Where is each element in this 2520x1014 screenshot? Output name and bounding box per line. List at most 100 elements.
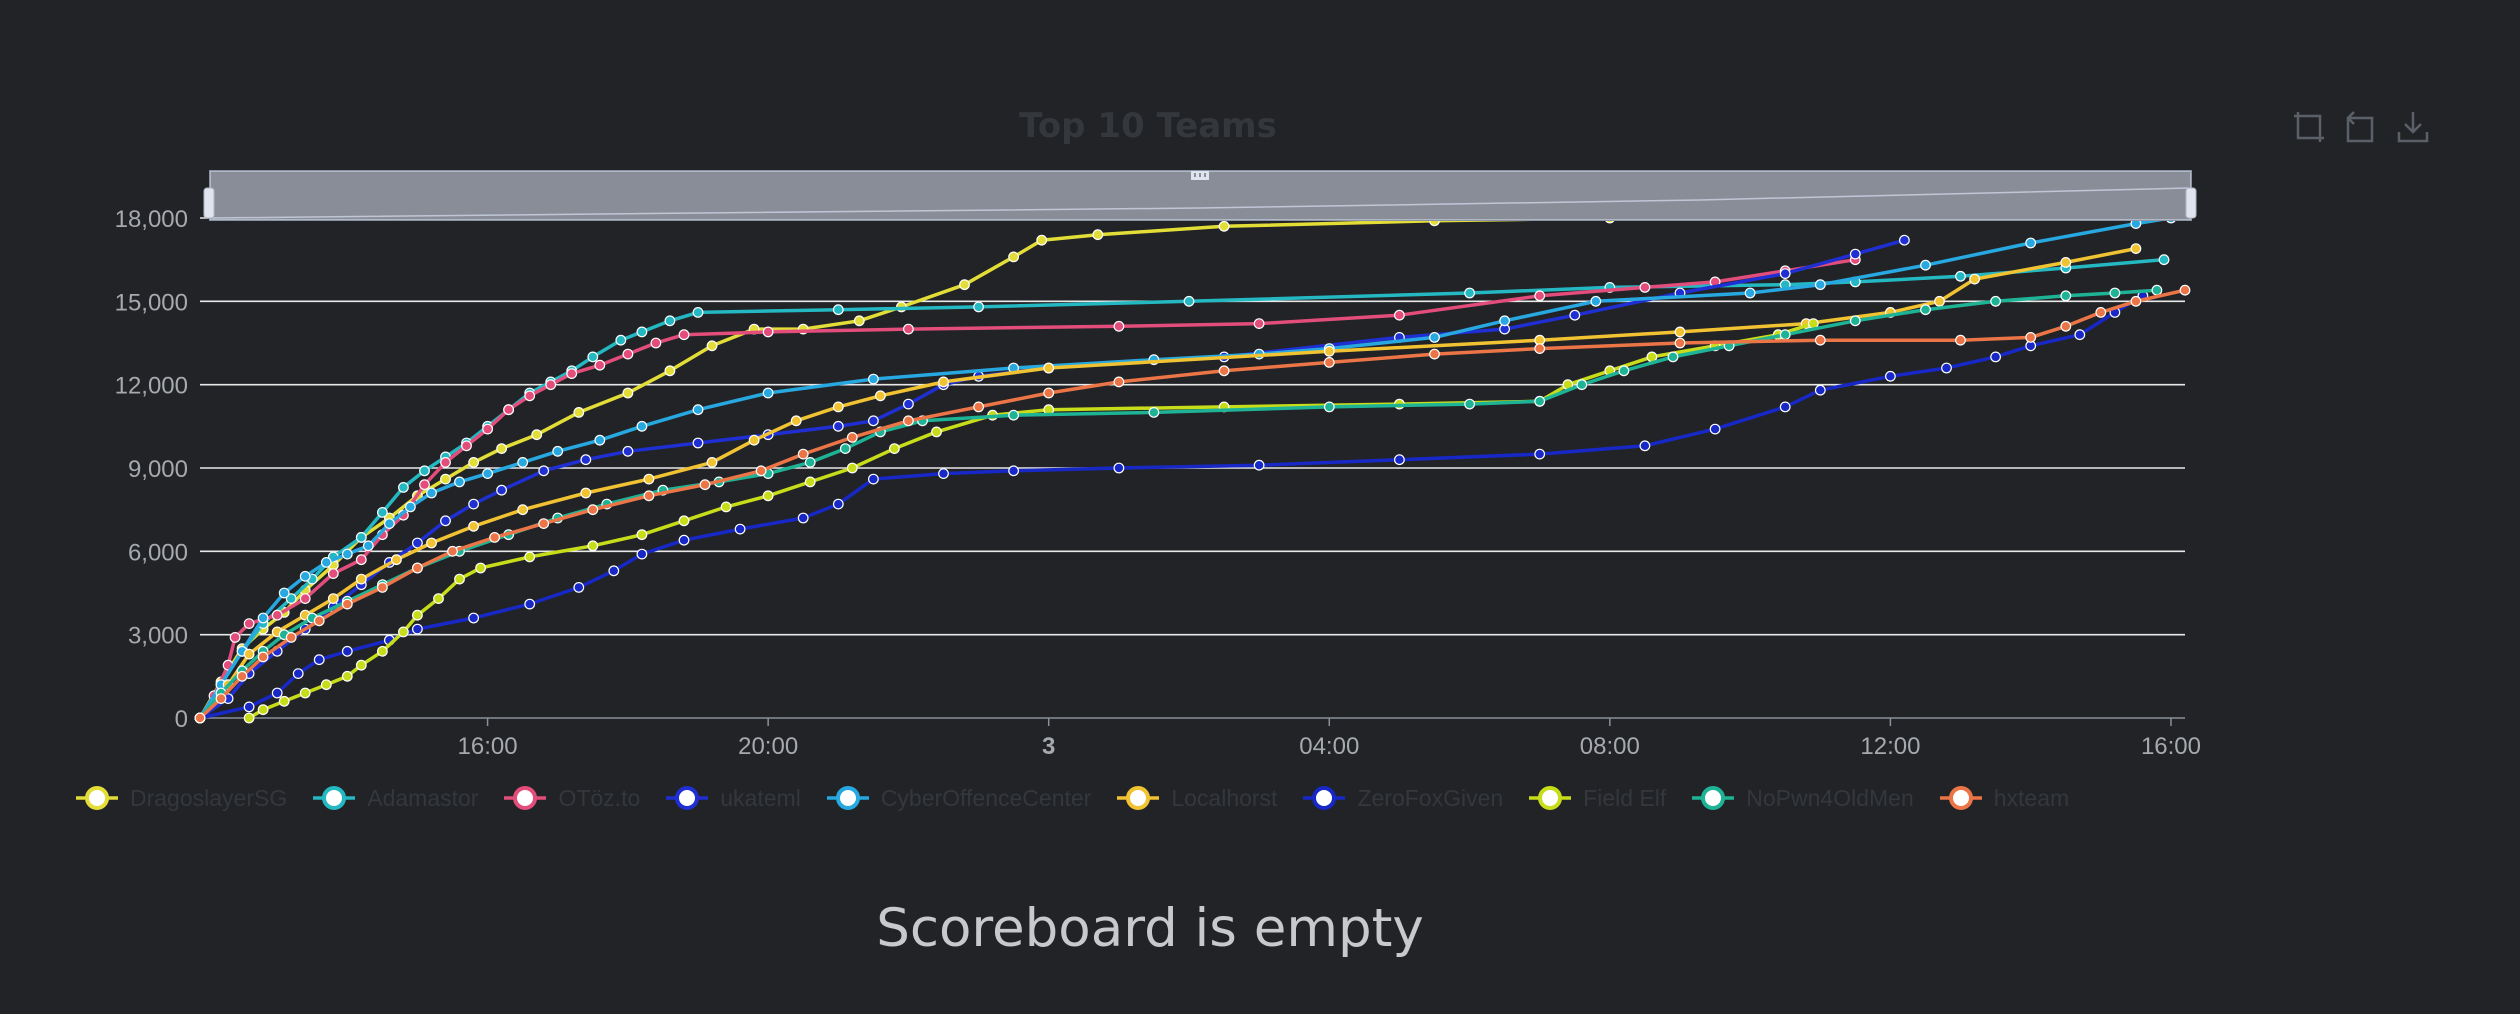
data-point[interactable] — [1148, 407, 1160, 418]
data-point[interactable] — [341, 548, 353, 560]
data-point[interactable] — [622, 387, 634, 399]
data-point[interactable] — [362, 540, 374, 552]
data-point[interactable] — [524, 598, 536, 610]
data-point[interactable] — [938, 468, 949, 480]
data-point[interactable] — [973, 401, 984, 413]
data-point[interactable] — [762, 490, 774, 502]
data-point[interactable] — [636, 326, 648, 338]
restore-icon[interactable] — [2342, 108, 2380, 146]
data-point[interactable] — [678, 534, 690, 546]
data-point[interactable] — [2025, 332, 2037, 343]
data-point[interactable] — [489, 532, 501, 543]
data-point[interactable] — [1036, 234, 1048, 246]
data-point[interactable] — [2060, 290, 2072, 302]
data-point[interactable] — [692, 307, 704, 318]
series-line[interactable] — [198, 216, 2172, 719]
data-point[interactable] — [377, 645, 388, 657]
data-point[interactable] — [839, 443, 851, 455]
data-point[interactable] — [1969, 273, 1980, 285]
data-point[interactable] — [412, 609, 423, 621]
data-point[interactable] — [2095, 307, 2107, 318]
data-point[interactable] — [931, 426, 942, 438]
legend-item[interactable]: ukateml — [664, 784, 801, 812]
data-point[interactable] — [482, 468, 494, 480]
data-point[interactable] — [587, 504, 599, 516]
data-point[interactable] — [243, 648, 255, 660]
data-point[interactable] — [313, 654, 325, 666]
legend-item[interactable]: DragoslayerSG — [74, 784, 287, 812]
data-zoom-left-handle[interactable] — [203, 187, 215, 219]
data-point[interactable] — [341, 670, 353, 682]
data-point[interactable] — [1934, 295, 1945, 307]
data-point[interactable] — [1043, 387, 1055, 399]
data-point[interactable] — [384, 518, 395, 529]
data-point[interactable] — [868, 415, 879, 427]
data-point[interactable] — [1849, 248, 1861, 260]
data-point[interactable] — [580, 487, 592, 499]
data-point[interactable] — [734, 523, 746, 535]
data-point[interactable] — [398, 626, 409, 638]
data-point[interactable] — [2130, 295, 2142, 307]
data-point[interactable] — [1590, 295, 1602, 307]
data-point[interactable] — [341, 645, 353, 657]
data-point[interactable] — [573, 582, 585, 593]
data-point[interactable] — [355, 532, 367, 543]
data-point[interactable] — [1253, 318, 1265, 330]
data-point[interactable] — [699, 479, 711, 491]
data-point[interactable] — [405, 501, 416, 513]
data-point[interactable] — [236, 670, 248, 682]
data-point[interactable] — [545, 379, 557, 391]
data-point[interactable] — [299, 593, 311, 604]
legend-item[interactable]: CyberOffenceCenter — [825, 784, 1091, 812]
data-point[interactable] — [377, 507, 388, 518]
data-point[interactable] — [468, 520, 480, 532]
data-point[interactable] — [832, 304, 844, 316]
data-point[interactable] — [454, 573, 465, 585]
data-point[interactable] — [1323, 401, 1335, 413]
data-point[interactable] — [868, 473, 879, 485]
data-point[interactable] — [636, 529, 648, 541]
data-point[interactable] — [2074, 329, 2086, 341]
data-point[interactable] — [1393, 454, 1405, 466]
data-point[interactable] — [215, 693, 227, 704]
data-point[interactable] — [320, 679, 332, 691]
data-point[interactable] — [594, 434, 606, 446]
legend-item[interactable]: Adamastor — [311, 784, 478, 812]
series-line[interactable] — [198, 288, 2186, 720]
data-point[interactable] — [832, 498, 844, 510]
series-line[interactable] — [198, 257, 2165, 719]
legend-item[interactable]: Localhorst — [1115, 784, 1277, 812]
data-point[interactable] — [440, 473, 451, 485]
data-point[interactable] — [243, 618, 255, 629]
data-point[interactable] — [1113, 462, 1125, 474]
data-point[interactable] — [292, 668, 304, 679]
data-point[interactable] — [419, 479, 430, 491]
data-point[interactable] — [440, 457, 451, 468]
data-point[interactable] — [1779, 401, 1791, 413]
data-point[interactable] — [748, 434, 760, 446]
data-point[interactable] — [1955, 270, 1966, 282]
data-point[interactable] — [959, 279, 970, 291]
data-point[interactable] — [1113, 376, 1125, 388]
data-point[interactable] — [1941, 362, 1952, 374]
data-point[interactable] — [832, 420, 844, 432]
data-point[interactable] — [643, 473, 655, 485]
data-point[interactable] — [1955, 334, 1966, 346]
data-point[interactable] — [2025, 237, 2037, 249]
data-zoom-right-handle[interactable] — [2185, 187, 2197, 219]
data-point[interactable] — [706, 457, 718, 468]
data-point[interactable] — [594, 359, 606, 371]
data-point[interactable] — [2060, 320, 2072, 332]
data-point[interactable] — [257, 651, 269, 663]
data-point[interactable] — [580, 454, 592, 466]
zoom-icon[interactable] — [2290, 108, 2328, 146]
data-point[interactable] — [1639, 440, 1651, 452]
data-point[interactable] — [938, 376, 949, 388]
data-point[interactable] — [622, 348, 634, 360]
data-point[interactable] — [1898, 234, 1910, 246]
legend-item[interactable]: ZeroFoxGiven — [1301, 784, 1503, 812]
data-point[interactable] — [271, 687, 283, 699]
data-point[interactable] — [419, 465, 430, 477]
data-point[interactable] — [496, 443, 508, 455]
data-point[interactable] — [1709, 423, 1721, 435]
